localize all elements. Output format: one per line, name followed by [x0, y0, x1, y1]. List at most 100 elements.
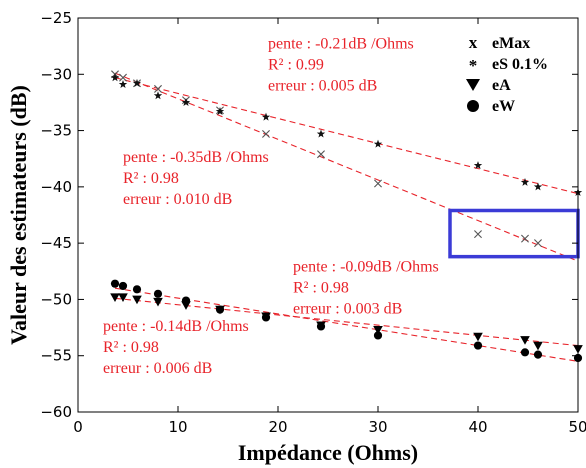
data-point — [374, 179, 382, 188]
fit-line-1 — [114, 77, 579, 195]
x-axis-label: Impédance (Ohms) — [238, 440, 418, 465]
legend-entry-3: eW — [467, 98, 515, 115]
data-point — [373, 331, 383, 340]
data-point — [153, 297, 163, 307]
legend-entry-2: eA — [466, 77, 511, 94]
x-stroke — [374, 179, 382, 188]
legend-circle-marker-icon — [467, 100, 479, 112]
legend: x eMax * eS 0.1% eA eW — [466, 33, 548, 115]
data-point — [132, 295, 142, 305]
data-point — [473, 341, 483, 350]
legend-star-marker-icon: * — [469, 56, 478, 75]
data-point — [118, 281, 128, 291]
annotation-line: pente : -0.14dB /Ohms — [103, 318, 249, 335]
y-tick-label: −55 — [40, 347, 72, 365]
data-point — [181, 296, 191, 305]
data-point — [520, 336, 530, 345]
annotation-line: erreur : 0.006 dB — [103, 360, 212, 377]
annotation-line: pente : -0.35dB /Ohms — [123, 149, 269, 166]
data-point — [262, 129, 270, 138]
data-point — [119, 73, 127, 82]
data-point — [316, 129, 326, 138]
series-emax — [111, 70, 542, 248]
data-point — [533, 341, 543, 351]
legend-label: eS 0.1% — [492, 56, 548, 73]
data-point — [317, 150, 325, 159]
data-point — [215, 305, 225, 314]
annotation-line: erreur : 0.003 dB — [293, 300, 402, 317]
y-axis-label: Valeur des estimateurs (dB) — [6, 85, 31, 345]
fit-annotation-3: pente : -0.14dB /Ohms R² : 0.98 erreur : 0… — [103, 318, 249, 377]
annotation-line: pente : -0.21dB /Ohms — [268, 35, 414, 52]
x-tick-label: 50 — [568, 418, 586, 436]
annotations: pente : -0.21dB /Ohms R² : 0.99 erreur : 0… — [103, 35, 439, 377]
axes: 0 10 20 30 40 50 −60 −55 −50 −45 −40 −35 −30 −25 Impéd… — [6, 9, 586, 465]
fit-line-2 — [114, 297, 579, 347]
legend-entry-0: x eMax — [469, 33, 530, 52]
x-tick-label: 40 — [468, 418, 487, 436]
data-point — [118, 80, 128, 88]
legend-label: eA — [492, 77, 511, 94]
legend-label: eW — [492, 98, 515, 115]
data-point — [153, 289, 163, 298]
fit-annotation-0: pente : -0.21dB /Ohms R² : 0.99 erreur : 0… — [268, 35, 414, 94]
data-point — [473, 161, 483, 170]
legend-x-marker-icon: x — [469, 33, 478, 52]
series-ew — [110, 279, 583, 363]
fit-line-3 — [114, 287, 579, 362]
data-point — [473, 332, 483, 342]
y-tick-label: −60 — [40, 403, 72, 421]
annotation-line: R² : 0.98 — [103, 339, 159, 356]
y-tick-label: −40 — [40, 178, 72, 196]
data-point — [373, 139, 383, 148]
legend-label: eMax — [492, 35, 530, 52]
annotation-line: pente : -0.09dB /Ohms — [293, 258, 439, 275]
x-stroke — [521, 234, 529, 243]
plot-frame — [77, 17, 579, 413]
data-point — [132, 285, 142, 294]
data-point — [533, 182, 543, 191]
data-point — [261, 313, 271, 322]
data-point — [110, 293, 120, 302]
y-tick-label: −35 — [40, 122, 72, 140]
x-tick-label: 30 — [368, 418, 387, 436]
x-stroke — [534, 239, 542, 248]
annotation-line: R² : 0.98 — [123, 170, 179, 187]
annotation-line: erreur : 0.005 dB — [268, 77, 377, 94]
y-tick-label: −30 — [40, 65, 72, 83]
annotation-line: R² : 0.98 — [293, 279, 349, 296]
legend-triangle-marker-icon — [466, 79, 480, 91]
data-point — [154, 84, 162, 93]
fit-annotation-1: pente : -0.35dB /Ohms R² : 0.98 erreur : 0… — [123, 149, 269, 208]
annotation-line: erreur : 0.010 dB — [123, 191, 232, 208]
data-point — [110, 73, 120, 82]
data-point — [520, 177, 530, 186]
data-point — [534, 239, 542, 248]
data-point — [181, 98, 191, 106]
data-point — [521, 234, 529, 243]
y-tick-label: −45 — [40, 234, 72, 252]
data-point — [118, 293, 128, 302]
x-stroke — [154, 84, 162, 93]
data-point — [215, 107, 225, 115]
x-tick-label: 20 — [268, 418, 287, 436]
y-tick-label: −50 — [40, 290, 72, 308]
data-point — [533, 350, 543, 359]
x-tick-label: 0 — [73, 418, 83, 436]
data-point — [520, 348, 530, 357]
data-point — [132, 78, 142, 87]
data-point — [261, 112, 271, 121]
fit-line-0 — [114, 72, 579, 262]
x-stroke — [474, 230, 482, 239]
data-point — [474, 230, 482, 239]
y-tick-label: −25 — [40, 9, 72, 27]
data-point — [373, 325, 383, 335]
data-point — [110, 279, 120, 288]
annotation-line: R² : 0.99 — [268, 56, 324, 73]
fit-annotation-2: pente : -0.09dB /Ohms R² : 0.98 erreur : 0… — [293, 258, 439, 317]
x-stroke — [119, 73, 127, 82]
x-stroke — [262, 129, 270, 138]
x-stroke — [317, 150, 325, 159]
data-point — [316, 322, 326, 331]
